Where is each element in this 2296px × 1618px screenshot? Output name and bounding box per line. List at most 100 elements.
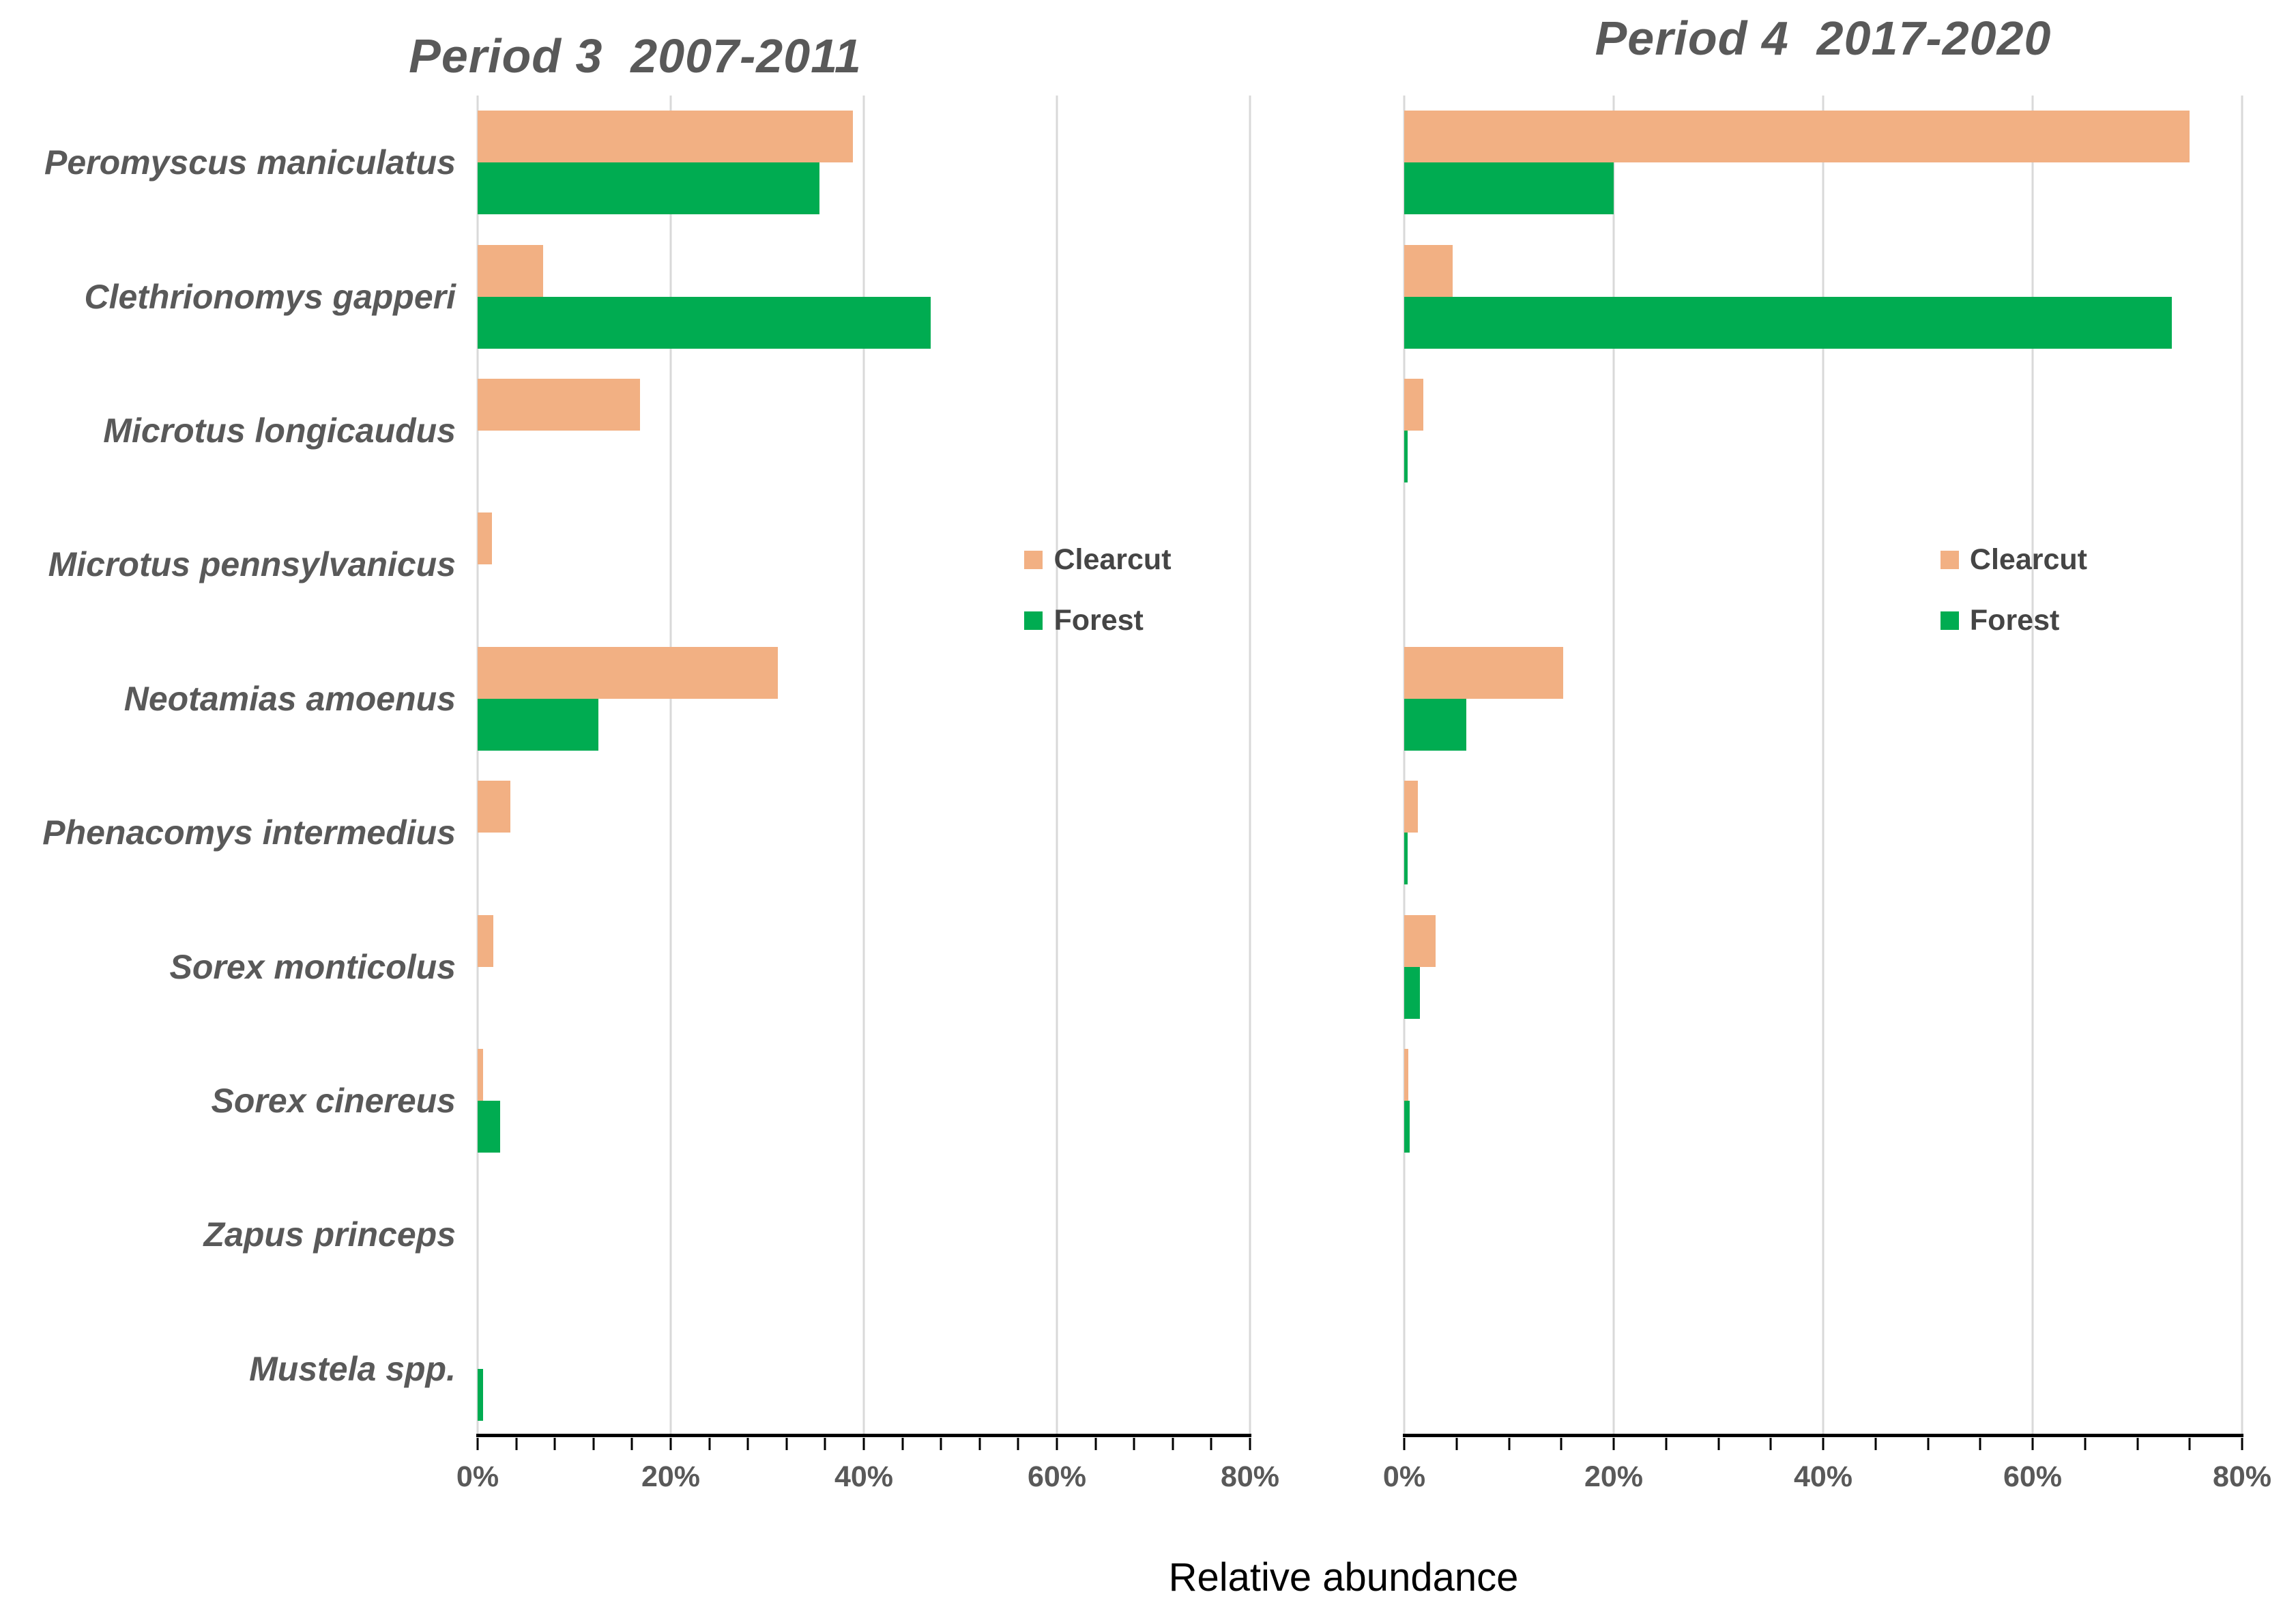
x-tick-label: 60% [2003,1460,2063,1493]
species-row [1404,1034,2242,1168]
legend: Clearcut Forest [1024,543,1172,637]
axis-tick [630,1438,633,1450]
axis-tick [592,1438,595,1450]
axis-tick [669,1438,672,1450]
legend: Clearcut Forest [1940,543,2087,637]
axis-tick [1769,1438,1772,1450]
axis-tick [1822,1438,1825,1450]
legend-item-clearcut: Clearcut [1940,543,2087,577]
species-row [1404,229,2242,363]
axis-tick [1717,1438,1719,1450]
axis-tick [2031,1438,2034,1450]
species-row [1404,364,2242,497]
species-row [478,1034,1250,1168]
species-row [478,899,1250,1033]
species-label: Mustela spp. [249,1349,456,1388]
species-label: Sorex cinereus [211,1082,456,1121]
species-row [1404,1302,2242,1436]
axis-tick [1455,1438,1458,1450]
legend-item-clearcut: Clearcut [1024,543,1172,577]
bar-clearcut [478,378,640,431]
species-label: Neotamias amoenus [123,679,456,718]
plot-period3: 0% 20% 40% 60% 80% Clearcut Forest [456,96,1279,1493]
axis-tick [1210,1438,1212,1450]
axis-tick [2084,1438,2087,1450]
axis-tick [1508,1438,1510,1450]
bar-forest [478,698,598,751]
axis-tick [553,1438,556,1450]
axis-tick [1979,1438,1981,1450]
species-row [478,497,1250,631]
bar-clearcut [478,1048,484,1101]
species-row [478,229,1250,363]
legend-item-forest: Forest [1024,604,1171,637]
gridline-60pct [1056,96,1058,1436]
bar-clearcut [478,781,511,833]
gridline-0pct [1403,96,1406,1436]
bar-forest [478,162,819,215]
bar-forest [1404,1100,1410,1153]
axis-tick [1665,1438,1668,1450]
bar-forest [1404,162,1614,215]
axis-tick [940,1438,942,1450]
bar-forest [478,296,931,349]
bar-forest [1404,296,2173,349]
bar-clearcut [478,646,779,699]
x-tick-label: 60% [1027,1460,1087,1493]
species-label: Sorex monticolus [169,947,456,986]
bar-clearcut [1404,244,1453,297]
axis-tick [1612,1438,1615,1450]
gridline-60pct [2031,96,2034,1436]
bar-clearcut [1404,914,1436,967]
forest-swatch-icon [1024,611,1043,630]
legend-label-clearcut: Clearcut [1053,543,1172,576]
gridline-80pct [2241,96,2243,1436]
axis-tick [1560,1438,1563,1450]
axis-tick [1094,1438,1097,1450]
gridline-40pct [1822,96,1825,1436]
bar-clearcut [1404,646,1564,699]
legend-item-forest: Forest [1940,604,2087,637]
x-tick-label: 40% [1793,1460,1853,1493]
axis-tick [2136,1438,2138,1450]
x-axis-line [476,1434,1251,1437]
axis-tick [1056,1438,1058,1450]
gridline-40pct [862,96,865,1436]
species-row [1404,899,2242,1033]
bar-forest [478,1368,484,1421]
x-tick-label: 0% [456,1460,499,1493]
x-tick-label: 0% [1382,1460,1426,1493]
species-row [1404,766,2242,899]
bar-clearcut [1404,111,2190,163]
gridline-80pct [1249,96,1251,1436]
bar-forest [1404,966,1421,1019]
axis-tick [515,1438,518,1450]
legend-label-forest: Forest [1053,603,1144,637]
axis-tick [746,1438,749,1450]
gridline-0pct [476,96,479,1436]
bar-forest [1404,430,1408,482]
bar-clearcut [478,914,493,967]
axis-tick [1017,1438,1019,1450]
species-row [1404,632,2242,766]
species-label: Phenacomys intermedius [42,813,456,852]
axis-tick [862,1438,865,1450]
species-row [1404,497,2242,631]
axis-tick [2241,1438,2243,1450]
axis-tick [1874,1438,1877,1450]
species-row [478,632,1250,766]
species-row [1404,1168,2242,1301]
x-tick-label: 20% [641,1460,701,1493]
species-row [478,1302,1250,1436]
axis-tick [2188,1438,2191,1450]
x-tick-label: 40% [834,1460,894,1493]
gridline-20pct [669,96,672,1436]
x-axis-title: Relative abundance [1168,1555,1519,1600]
species-label-column: Peromyscus maniculatus Clethrionomys gapp… [0,96,461,1436]
bar-clearcut [1404,378,1423,431]
species-row [478,364,1250,497]
axis-tick [785,1438,788,1450]
bar-clearcut [478,244,544,297]
bar-clearcut [478,512,493,565]
forest-swatch-icon [1940,611,1959,630]
